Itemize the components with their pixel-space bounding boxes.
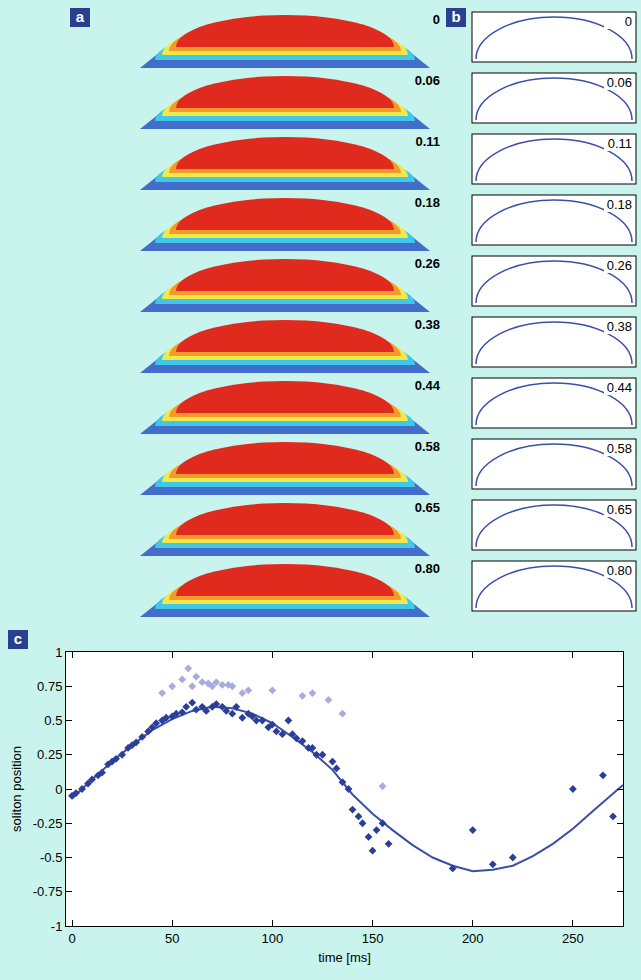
svg-text:-0.75: -0.75: [33, 884, 63, 899]
svg-text:soliton position: soliton position: [9, 746, 24, 832]
html-text:c: c: [13, 630, 23, 647]
svg-text:0.38: 0.38: [607, 319, 632, 334]
svg-text:0: 0: [625, 14, 632, 29]
svg-text:0.11: 0.11: [415, 134, 440, 149]
svg-text:0.75: 0.75: [37, 679, 62, 694]
svg-text:-0.25: -0.25: [33, 816, 63, 831]
html-text:a: a: [75, 8, 85, 25]
svg-text:150: 150: [362, 931, 384, 946]
svg-text:0: 0: [433, 12, 440, 27]
svg-text:0.44: 0.44: [607, 380, 632, 395]
svg-text:0.58: 0.58: [415, 439, 440, 454]
svg-text:time [ms]: time [ms]: [318, 950, 371, 965]
svg-text:50: 50: [165, 931, 179, 946]
svg-text:0.65: 0.65: [415, 500, 440, 515]
svg-text:0: 0: [55, 782, 62, 797]
svg-text:0.18: 0.18: [607, 197, 632, 212]
svg-text:1: 1: [55, 645, 62, 660]
svg-text:0.44: 0.44: [415, 378, 441, 393]
svg-text:0.06: 0.06: [415, 73, 440, 88]
svg-text:0.38: 0.38: [415, 317, 440, 332]
svg-text:0: 0: [68, 931, 75, 946]
svg-text:0.65: 0.65: [607, 502, 632, 517]
svg-text:-0.5: -0.5: [40, 850, 62, 865]
svg-text:0.80: 0.80: [607, 563, 632, 578]
svg-text:200: 200: [462, 931, 484, 946]
svg-text:0.58: 0.58: [607, 441, 632, 456]
svg-text:0.18: 0.18: [415, 195, 440, 210]
html-text:b: b: [451, 8, 461, 25]
svg-text:0.5: 0.5: [44, 713, 62, 728]
svg-text:100: 100: [262, 931, 284, 946]
svg-text:0.11: 0.11: [608, 136, 632, 151]
svg-text:0.06: 0.06: [607, 75, 632, 90]
svg-text:0.80: 0.80: [415, 561, 440, 576]
svg-text:-1: -1: [51, 919, 63, 934]
svg-text:250: 250: [562, 931, 584, 946]
svg-text:0.26: 0.26: [415, 256, 440, 271]
svg-text:0.25: 0.25: [37, 747, 62, 762]
svg-text:0.26: 0.26: [607, 258, 632, 273]
